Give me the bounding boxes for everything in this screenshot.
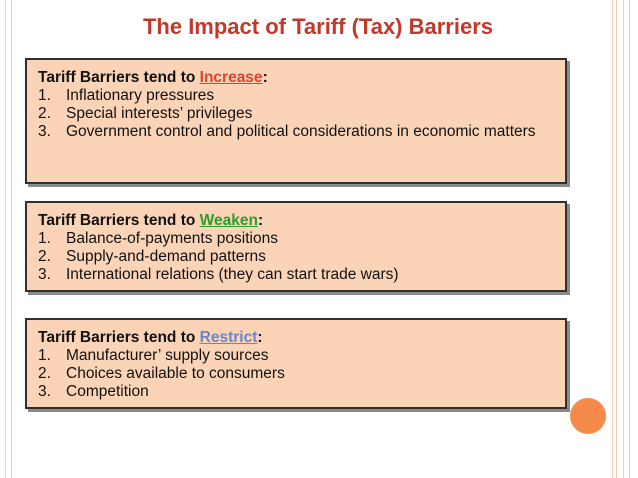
orange-circle-decoration [570, 398, 606, 434]
restrict-box: Tariff Barriers tend to Restrict: 1. Manu… [25, 318, 567, 409]
heading-suffix: : [257, 329, 263, 346]
heading-keyword-restrict: Restrict [199, 329, 258, 346]
box-heading: Tariff Barriers tend to Weaken: [38, 212, 555, 230]
item-number: 1. [38, 347, 51, 364]
item-text: Special interests’ privileges [66, 105, 253, 122]
slide-title-text: The Impact of Tariff (Tax) Barriers [142, 14, 494, 39]
item-text: International relations (they can start … [66, 266, 399, 283]
heading-keyword-weaken: Weaken [199, 212, 258, 229]
list-item: 3. Competition [38, 383, 555, 401]
heading-prefix: Tariff Barriers tend to [38, 69, 200, 86]
list-item: 3. International relations (they can star… [38, 266, 555, 284]
item-number: 1. [38, 230, 51, 247]
weaken-list: 1. Balance-of-payments positions 2. Supply… [38, 230, 555, 284]
weaken-box: Tariff Barriers tend to Weaken: 1. Balanc… [25, 201, 567, 292]
list-item: 1. Balance-of-payments positions [38, 230, 555, 248]
right-vertical-line [616, 0, 617, 478]
item-text: Inflationary pressures [66, 87, 215, 104]
heading-prefix: Tariff Barriers tend to [38, 329, 200, 346]
item-text: Manufacturer’ supply sources [66, 347, 269, 364]
item-number: 1. [38, 87, 51, 104]
list-item: 2. Special interests’ privileges [38, 105, 555, 123]
right-vertical-line [612, 0, 613, 478]
item-number: 3. [38, 383, 51, 400]
item-number: 2. [38, 105, 51, 122]
list-item: 1. Inflationary pressures [38, 87, 555, 105]
right-vertical-line [623, 0, 624, 478]
item-number: 2. [38, 365, 51, 382]
item-text: Supply-and-demand patterns [66, 248, 266, 265]
box-heading: Tariff Barriers tend to Increase: [38, 69, 555, 87]
list-item: 3. Government control and political consi… [38, 123, 555, 141]
increase-list: 1. Inflationary pressures 2. Special inter… [38, 87, 555, 141]
item-number: 3. [38, 266, 51, 283]
right-decorative-column [590, 0, 638, 478]
list-item: 2. Supply-and-demand patterns [38, 248, 555, 266]
item-text: Government control and political conside… [66, 123, 536, 140]
heading-prefix: Tariff Barriers tend to [38, 212, 200, 229]
left-decorative-border [0, 0, 12, 478]
heading-keyword-increase: Increase [199, 69, 263, 86]
increase-box: Tariff Barriers tend to Increase: 1. Infl… [25, 58, 567, 184]
list-item: 1. Manufacturer’ supply sources [38, 347, 555, 365]
item-number: 2. [38, 248, 51, 265]
right-vertical-line [629, 0, 630, 478]
item-text: Balance-of-payments positions [66, 230, 278, 247]
slide-title: The Impact of Tariff (Tax) Barriers [0, 14, 638, 40]
heading-suffix: : [262, 69, 268, 86]
item-number: 3. [38, 123, 51, 140]
list-item: 2. Choices available to consumers [38, 365, 555, 383]
left-border-stripe [5, 0, 6, 478]
item-text: Competition [66, 383, 149, 400]
item-text: Choices available to consumers [66, 365, 285, 382]
box-heading: Tariff Barriers tend to Restrict: [38, 329, 555, 347]
heading-suffix: : [257, 212, 264, 229]
restrict-list: 1. Manufacturer’ supply sources 2. Choices… [38, 347, 555, 401]
